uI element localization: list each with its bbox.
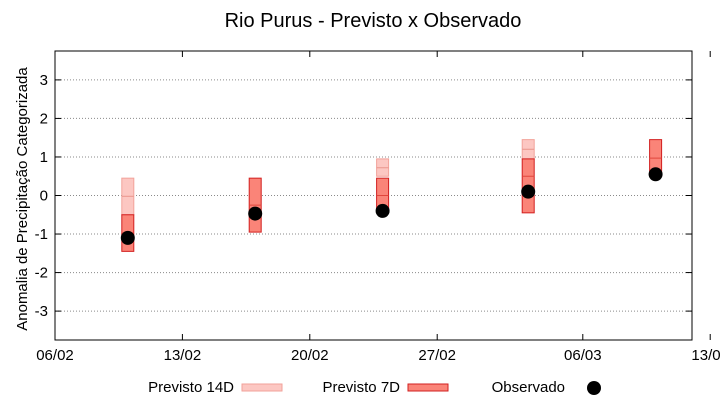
- series-previsto-14d: [121, 139, 535, 216]
- y-tick-label: -2: [35, 265, 48, 282]
- legend-swatch-14d: [241, 383, 283, 392]
- series-observado: [120, 167, 663, 245]
- legend-label-7d: Previsto 7D: [322, 379, 400, 396]
- point-observado: [248, 206, 263, 221]
- point-observado: [375, 203, 390, 218]
- y-tick-label: -1: [35, 226, 48, 243]
- legend: Previsto 14D Previsto 7D Observado: [148, 379, 601, 396]
- point-observado: [521, 184, 536, 199]
- point-observado: [648, 167, 663, 182]
- plot-frame: [54, 50, 693, 341]
- x-tick-label: 13/02: [164, 347, 202, 364]
- x-tick-label: 06/02: [36, 347, 74, 364]
- legend-swatch-7d: [407, 383, 449, 392]
- legend-marker-observado: [587, 381, 601, 395]
- legend-label-14d: Previsto 14D: [148, 379, 234, 396]
- chart-title: Rio Purus - Previsto x Observado: [225, 10, 522, 32]
- x-tick-label: 27/02: [418, 347, 456, 364]
- x-tick-label: 20/02: [291, 347, 329, 364]
- y-tick-label: 0: [40, 188, 48, 205]
- legend-label-observado: Observado: [492, 379, 565, 396]
- y-tick-label: 2: [40, 110, 48, 127]
- y-tick-label: 3: [40, 72, 48, 89]
- y-axis-label: Anomalia de Precipitação Categorizada: [14, 67, 31, 331]
- x-tick-label: 13/03: [691, 347, 720, 364]
- point-observado: [120, 230, 135, 245]
- x-tick-label: 06/03: [564, 347, 602, 364]
- y-tick-label: 1: [40, 149, 48, 166]
- y-tick-label: -3: [35, 303, 48, 320]
- grid-lines: [55, 79, 692, 312]
